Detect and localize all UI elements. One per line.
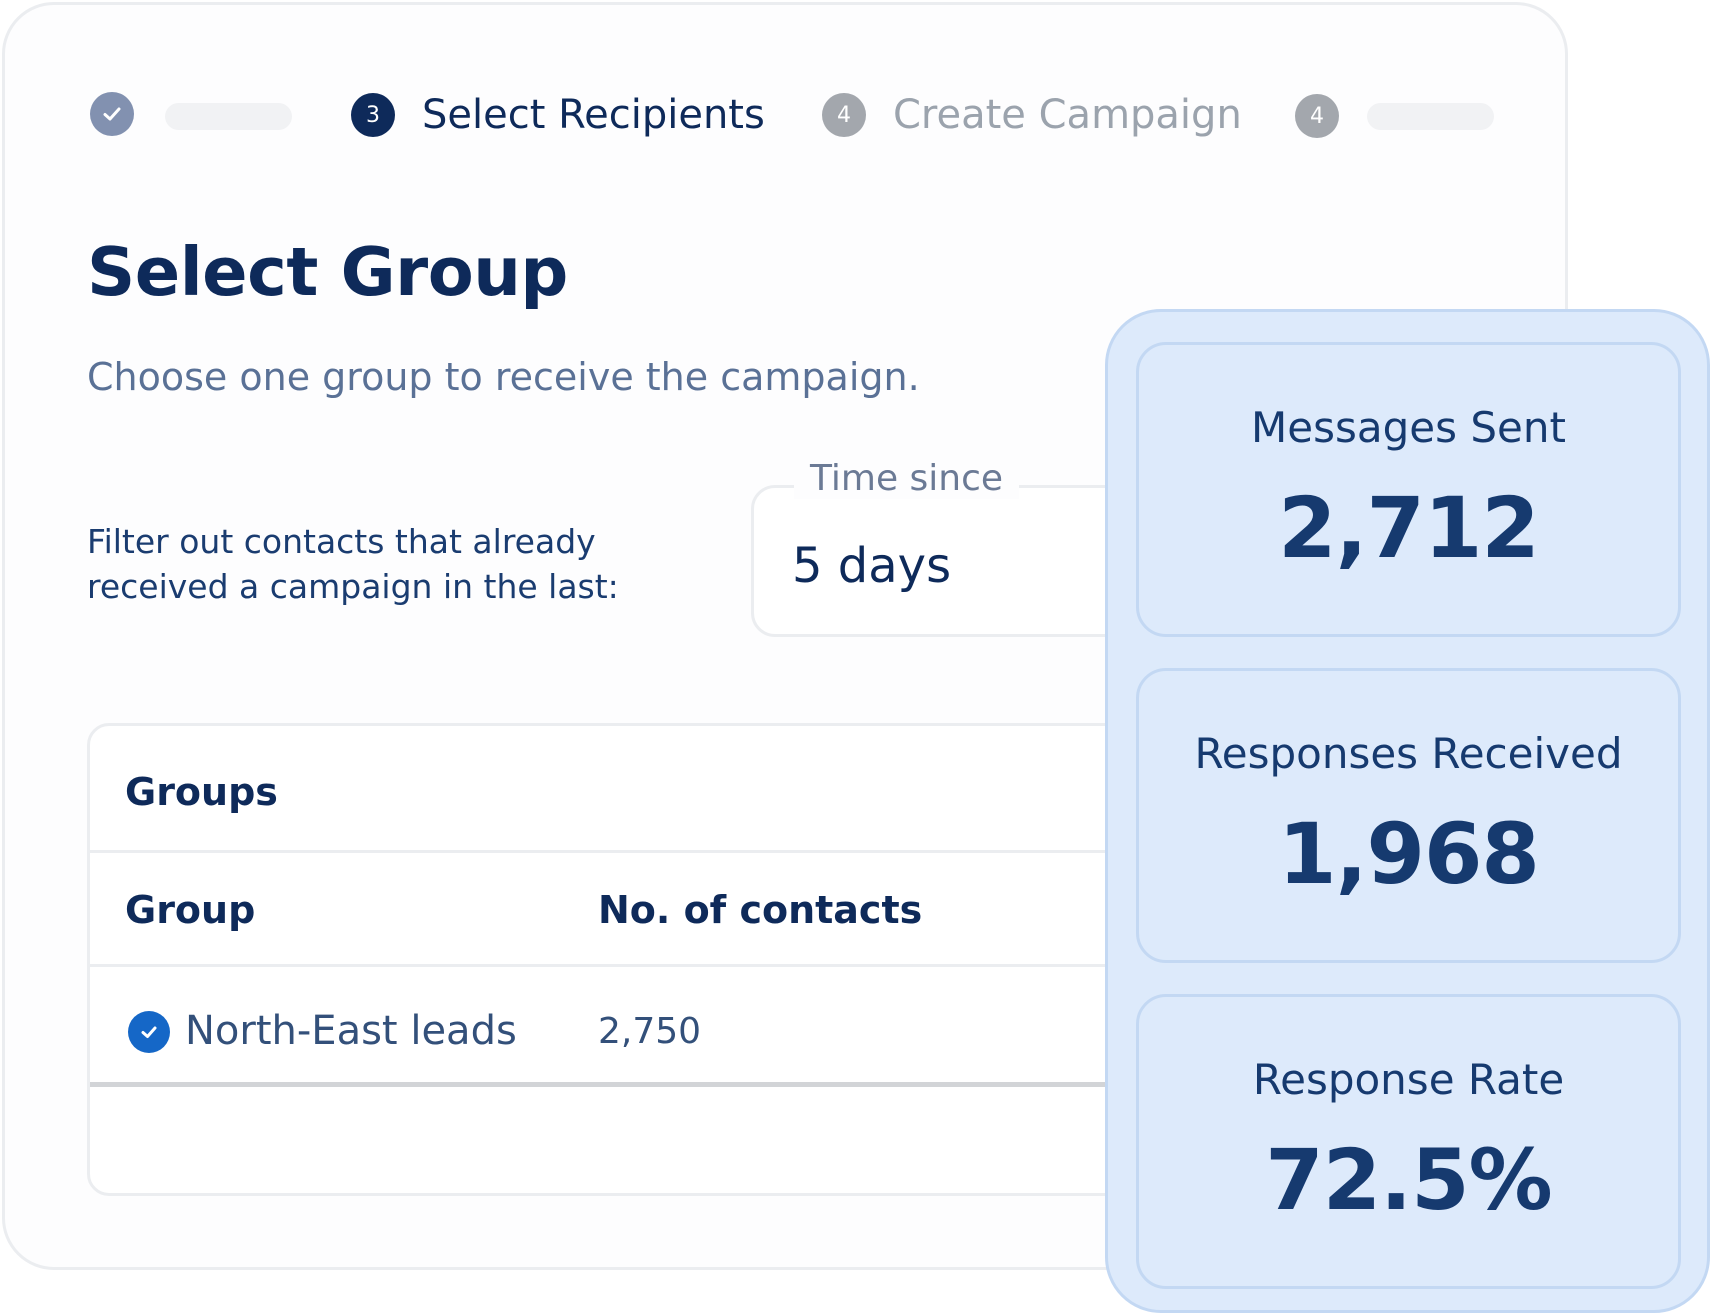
step-1-completed[interactable] [90,92,134,136]
page-subtitle: Choose one group to receive the campaign… [87,355,920,399]
stat-card-response-rate: Response Rate 72.5% [1136,994,1681,1289]
stat-value: 2,712 [1278,479,1540,577]
row-divider [90,1082,1184,1087]
step-number-badge: 4 [822,93,866,137]
filter-text-line: Filter out contacts that already [87,522,596,561]
step-4-pending[interactable]: 4 [1295,94,1339,138]
stat-value: 72.5% [1265,1131,1552,1229]
stat-value: 1,968 [1278,805,1540,903]
step-label: Create Campaign [893,92,1242,138]
selected-check-icon[interactable] [128,1011,170,1053]
groups-table: Groups Group No. of contacts North-East … [87,723,1187,1196]
time-since-label: Time since [794,458,1020,499]
step-select-recipients[interactable]: 3 Select Recipients [351,92,765,138]
step-number-badge: 4 [1295,94,1339,138]
step-number-badge: 3 [351,93,395,137]
stat-label: Messages Sent [1251,403,1566,452]
filter-text-line: received a campaign in the last: [87,567,619,606]
step-1-label-placeholder [165,103,292,130]
stat-label: Response Rate [1252,1055,1565,1104]
filter-description: Filter out contacts that already receive… [87,519,619,609]
stat-card-responses-received: Responses Received 1,968 [1136,668,1681,963]
check-icon [90,92,134,136]
step-create-campaign[interactable]: 4 Create Campaign [822,92,1242,138]
column-header-group: Group [125,888,256,932]
time-since-value[interactable]: 5 days [792,538,952,594]
step-4-label-placeholder [1367,103,1494,130]
divider [90,964,1184,967]
page-title: Select Group [87,233,568,311]
time-since-field[interactable]: Time since 5 days [751,458,1171,637]
stat-card-messages-sent: Messages Sent 2,712 [1136,342,1681,637]
stat-label: Responses Received [1194,729,1623,778]
stats-panel: Messages Sent 2,712 Responses Received 1… [1105,309,1710,1313]
column-header-contacts: No. of contacts [598,888,923,932]
divider [90,850,1184,853]
groups-table-title: Groups [125,770,278,814]
group-name: North-East leads [185,1008,517,1054]
step-label: Select Recipients [422,92,765,138]
contacts-count: 2,750 [598,1011,702,1052]
